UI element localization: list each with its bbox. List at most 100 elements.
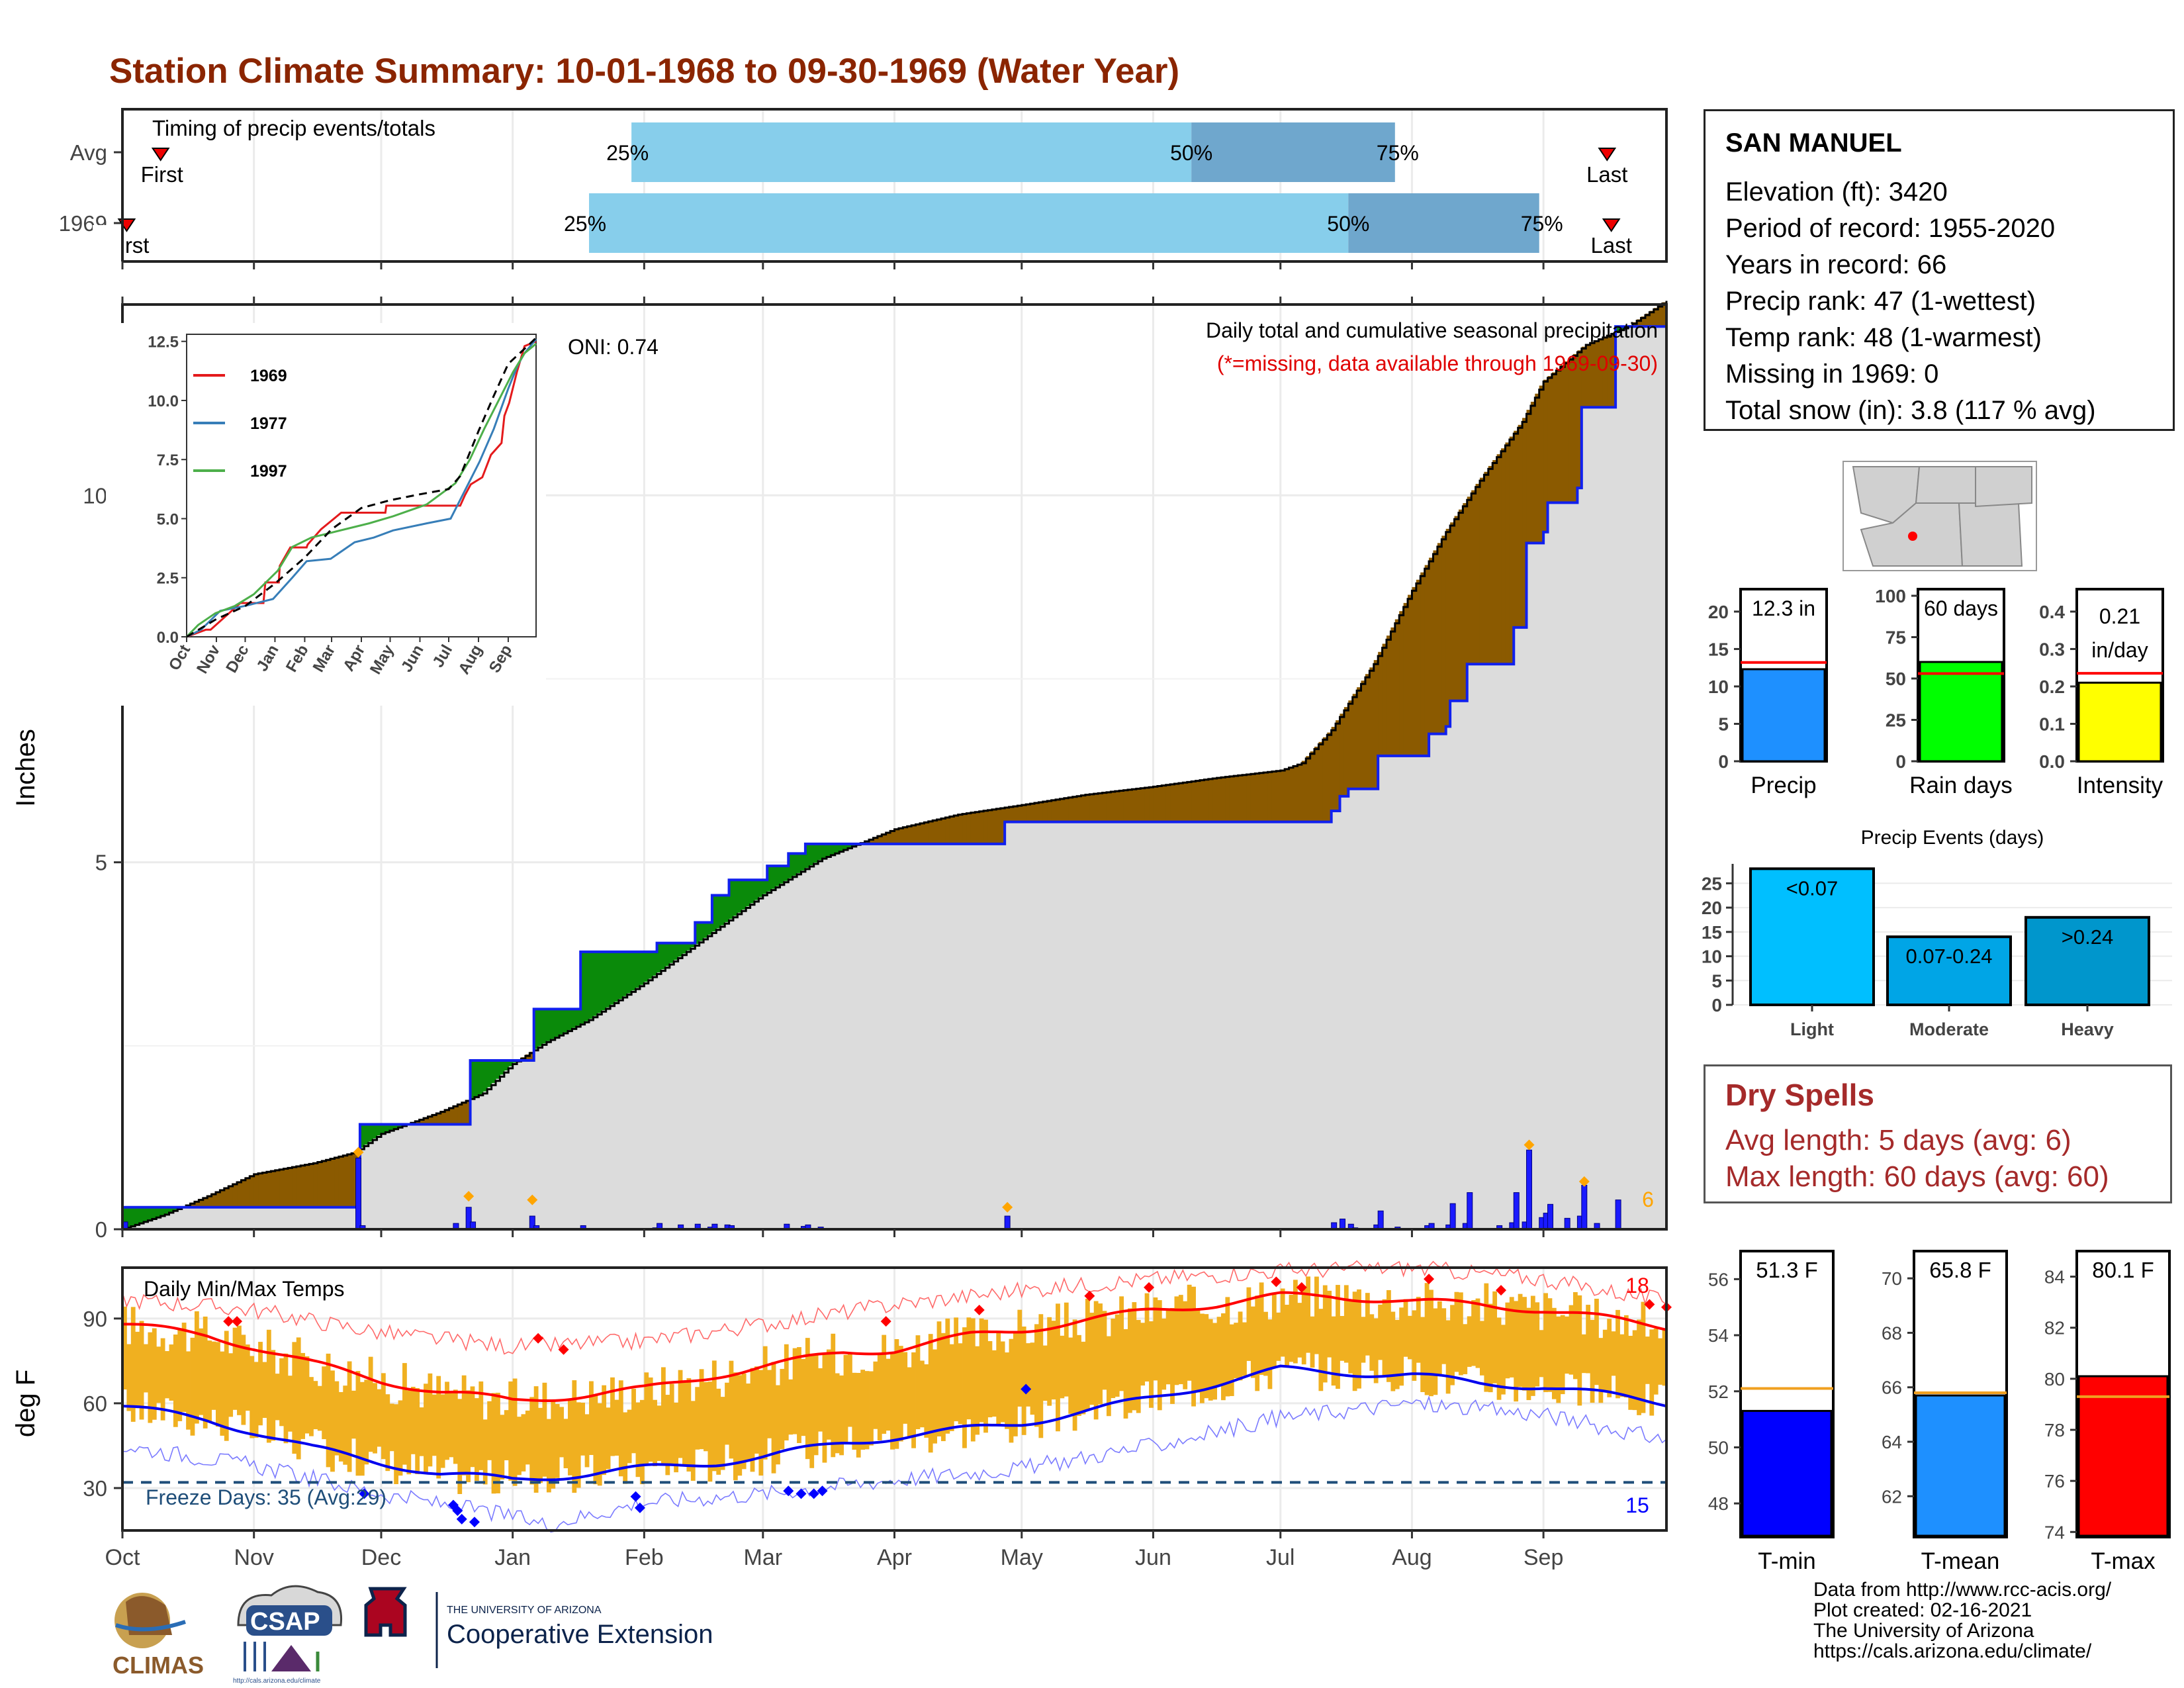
month-tick-label: Jun	[1135, 1545, 1171, 1570]
inset-ytick-label: 5.0	[157, 510, 179, 528]
surplus-strip	[474, 1060, 479, 1097]
surplus-strip	[572, 1009, 577, 1028]
daily-temp-bar	[784, 1344, 789, 1441]
daily-temp-bar	[1327, 1290, 1332, 1358]
daily-temp-bar	[690, 1401, 696, 1481]
daily-temp-bar	[877, 1354, 882, 1440]
temp-bar-ytick-label: 74	[2044, 1522, 2065, 1542]
surplus-strip	[746, 880, 751, 907]
deficit-strip	[991, 809, 997, 844]
surplus-strip	[169, 1207, 174, 1212]
deficit-strip	[1034, 802, 1040, 822]
daily-temp-bar	[334, 1381, 340, 1456]
daily-temp-bar	[194, 1311, 199, 1424]
temp-bar-label: T-mean	[1921, 1548, 2000, 1574]
daily-temp-bar	[653, 1399, 657, 1466]
daily-temp-bar	[776, 1385, 780, 1465]
daily-temp-bar	[1115, 1314, 1120, 1397]
precip-events-chart: Precip Events (days) 0 5 10 15 20 25 <0.07 Light…	[1702, 827, 2172, 1039]
daily-temp-bar	[852, 1372, 857, 1450]
credit-line: Data from http://www.rcc-acis.org/	[1813, 1579, 2112, 1601]
daily-temp-bar	[203, 1316, 208, 1429]
temp-bar-label: T-min	[1758, 1548, 1816, 1574]
record-low-marker	[783, 1485, 794, 1497]
daily-temp-bar	[1216, 1317, 1222, 1386]
daily-temp-bar	[1102, 1311, 1107, 1390]
deficit-strip	[1560, 365, 1565, 503]
daily-temp-bar	[266, 1329, 271, 1443]
precip-peak-marker	[463, 1191, 475, 1202]
deficit-strip	[1424, 565, 1430, 756]
daily-temp-bar	[623, 1412, 628, 1484]
deficit-strip	[1191, 781, 1197, 822]
daily-temp-bar	[398, 1400, 403, 1476]
deficit-strip	[1572, 353, 1578, 503]
month-tick-label: Nov	[234, 1545, 273, 1570]
temp-bar-ytick-label: 84	[2044, 1267, 2065, 1288]
deficit-strip	[1301, 761, 1306, 822]
deficit-strip	[1038, 802, 1044, 822]
deficit-strip	[1060, 798, 1065, 822]
deficit-strip	[1234, 775, 1239, 822]
daily-temp-bar	[847, 1353, 852, 1427]
temp-bar-ytick-label: 56	[1708, 1269, 1729, 1289]
precip-ytick-label: 0	[95, 1217, 107, 1242]
daily-temp-bar	[521, 1414, 526, 1472]
summary-ytick-label: 0	[1895, 751, 1906, 772]
high-count-label: 18	[1625, 1274, 1649, 1297]
daily-temp-bar	[686, 1378, 692, 1472]
daily-temp-bar	[873, 1361, 878, 1429]
deficit-strip	[1607, 334, 1612, 408]
station-temp-rank: Temp rank: 48 (1-warmest)	[1725, 323, 2042, 352]
temp-ylabel: deg F	[11, 1370, 40, 1437]
daily-temp-bar	[707, 1382, 713, 1482]
daily-temp-bar	[1132, 1302, 1137, 1411]
daily-temp-bar	[1645, 1336, 1650, 1384]
daily-temp-bar	[1149, 1321, 1154, 1408]
deficit-strip	[1399, 611, 1404, 756]
summary-ytick-label: 25	[1886, 710, 1906, 731]
daily-temp-bar	[1424, 1283, 1430, 1395]
summary-bar-Intensity	[2077, 681, 2162, 763]
record-high-marker	[880, 1316, 891, 1327]
deficit-strip	[1416, 579, 1421, 756]
temp-bar-ytick-label: 68	[1882, 1323, 1902, 1343]
daily-temp-bar	[975, 1346, 980, 1435]
temp-bar-value-label: 65.8 F	[1929, 1258, 1991, 1282]
oni-label: ONI: 0.74	[568, 335, 659, 359]
daily-temp-bar	[287, 1376, 293, 1432]
daily-temp-bar	[1314, 1276, 1319, 1354]
timing-bar-25-50	[631, 122, 1192, 182]
timing-p25-label: 25%	[564, 212, 606, 236]
deficit-strip	[296, 1166, 301, 1207]
daily-temp-bar	[1433, 1308, 1438, 1395]
daily-temp-bar	[385, 1394, 390, 1472]
deficit-strip	[1454, 516, 1459, 701]
daily-temp-bar	[882, 1335, 887, 1434]
temp-bar-ytick-label: 66	[1882, 1378, 1902, 1398]
deficit-strip	[996, 808, 1001, 844]
daily-temp-bar	[725, 1382, 729, 1445]
deficit-strip	[936, 819, 942, 844]
last-marker	[1602, 218, 1621, 232]
daily-temp-bar	[674, 1402, 679, 1473]
temp-bar-ytick-label: 62	[1882, 1486, 1902, 1507]
daily-temp-bar	[474, 1398, 479, 1481]
surplus-strip	[809, 843, 815, 865]
deficit-strip	[1221, 777, 1226, 822]
surplus-strip	[487, 1060, 492, 1088]
deficit-strip	[224, 1187, 229, 1207]
temp-header: Daily Min/Max Temps	[144, 1277, 344, 1301]
deficit-strip	[529, 1051, 535, 1060]
daily-temp-bar	[466, 1390, 471, 1483]
climas-label: CLIMAS	[113, 1652, 204, 1679]
deficit-strip	[1165, 784, 1171, 822]
surplus-strip	[720, 895, 725, 925]
summary-ytick-label: 0.1	[2039, 714, 2065, 734]
timing-p75-label: 75%	[1521, 212, 1563, 236]
avg-min-line	[122, 1364, 1667, 1481]
daily-temp-bar	[1352, 1291, 1357, 1391]
daily-temp-bar	[1106, 1336, 1111, 1417]
daily-temp-bar	[1416, 1297, 1421, 1363]
daily-temp-bar	[733, 1372, 738, 1481]
